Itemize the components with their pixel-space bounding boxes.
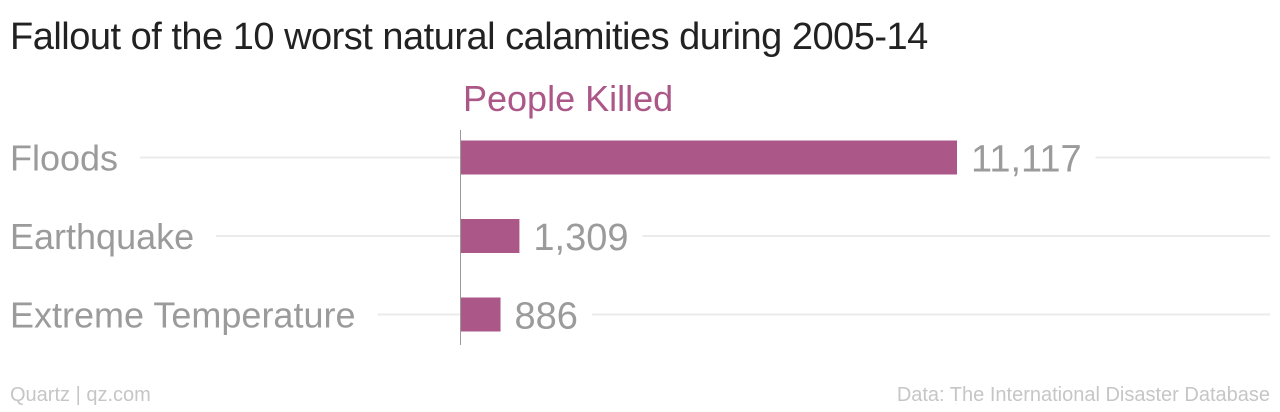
series-label-people-killed: People Killed [463,78,674,119]
bar-1 [461,219,520,253]
bar-2 [461,297,501,332]
bar-0 [461,140,957,175]
category-labels: Floods Earthquake Extreme Temperature [10,138,355,336]
category-label-2: Extreme Temperature [10,295,355,336]
category-label-0: Floods [10,138,118,179]
chart-title: Fallout of the 10 worst natural calamiti… [10,16,928,58]
footer-source-left: Quartz | qz.com [10,384,151,406]
gridlines [140,156,1270,316]
footer-source-right: Data: The International Disaster Databas… [896,384,1270,406]
value-labels: 11,117 1,309 886 [515,139,1082,338]
bars [461,140,957,332]
value-label-1: 1,309 [533,217,628,259]
value-label-0: 11,117 [971,139,1082,181]
category-label-1: Earthquake [10,216,194,257]
value-label-2: 886 [515,296,578,338]
